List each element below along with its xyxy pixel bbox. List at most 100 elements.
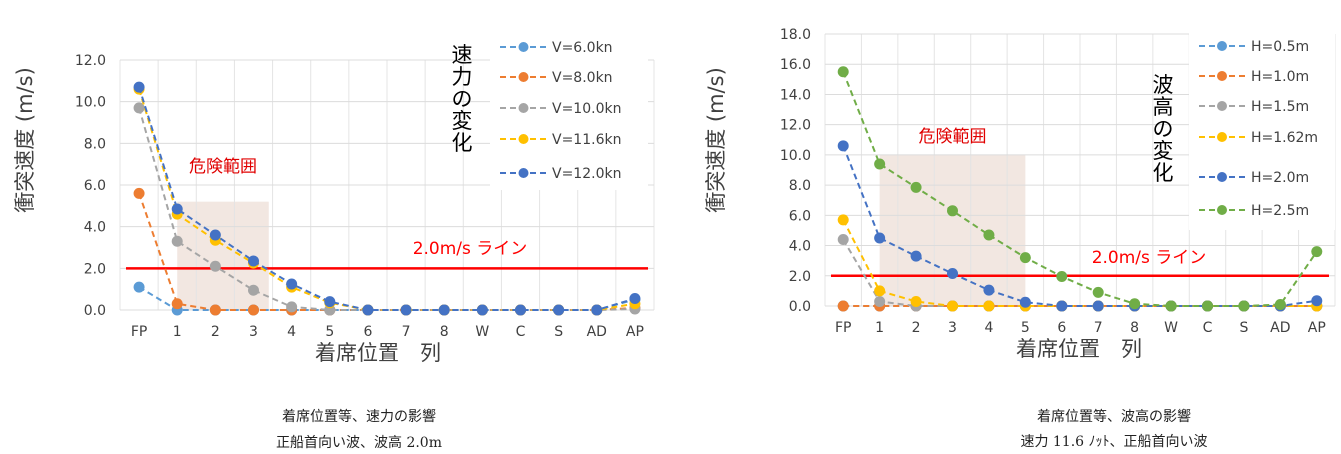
caption-line: 正船首向い波、波高 2.0m bbox=[276, 434, 442, 451]
legend-marker bbox=[1217, 41, 1227, 51]
data-point bbox=[947, 300, 958, 312]
data-point bbox=[400, 304, 412, 316]
legend-label: V=12.0kn bbox=[552, 166, 621, 182]
legend-marker bbox=[1217, 132, 1227, 142]
y-tick-label: 0.0 bbox=[84, 303, 106, 319]
data-point bbox=[209, 304, 221, 316]
legend-marker bbox=[518, 42, 529, 52]
data-point bbox=[874, 158, 886, 170]
y-axis-title: 衝突速度 (m/s) bbox=[704, 67, 728, 213]
legend-label: V=8.0kn bbox=[552, 70, 613, 86]
data-point bbox=[947, 268, 958, 280]
reference-line-label: 2.0m/s ライン bbox=[1092, 248, 1207, 268]
y-tick-label: 4.0 bbox=[789, 239, 811, 255]
x-tick-label: S bbox=[554, 324, 563, 340]
data-point bbox=[248, 304, 259, 316]
y-tick-label: 12.0 bbox=[780, 118, 811, 134]
x-tick-label: FP bbox=[835, 320, 852, 336]
data-point bbox=[983, 284, 995, 296]
side-annotation-char: 速 bbox=[452, 43, 473, 67]
legend-label: H=2.0m bbox=[1251, 170, 1309, 186]
danger-zone-area bbox=[879, 154, 1026, 306]
data-point bbox=[324, 296, 336, 308]
x-tick-label: 6 bbox=[1057, 320, 1066, 336]
legend-marker bbox=[1217, 205, 1227, 215]
x-tick-label: 1 bbox=[875, 320, 884, 336]
x-tick-label: FP bbox=[131, 324, 148, 340]
legend-label: H=1.5m bbox=[1251, 99, 1309, 115]
danger-zone-label: 危険範囲 bbox=[189, 157, 257, 177]
side-annotation-char: 変 bbox=[1153, 139, 1174, 163]
x-tick-label: W bbox=[475, 324, 489, 340]
data-point bbox=[286, 301, 298, 313]
side-annotation-char: 高 bbox=[1153, 95, 1174, 119]
caption-line: 着席位置等、速力の影響 bbox=[282, 408, 436, 425]
x-tick-label: 7 bbox=[1094, 320, 1103, 336]
data-point bbox=[1202, 300, 1213, 312]
series-line bbox=[842, 71, 1318, 307]
data-point bbox=[438, 304, 450, 316]
data-point bbox=[837, 300, 849, 312]
x-tick-label: C bbox=[516, 324, 526, 340]
y-tick-label: 2.0 bbox=[84, 261, 106, 277]
y-tick-label: 16.0 bbox=[780, 57, 811, 73]
legend-label: H=0.5m bbox=[1251, 39, 1309, 55]
x-tick-label: 2 bbox=[912, 320, 921, 336]
data-point bbox=[1165, 300, 1177, 312]
data-point bbox=[1129, 298, 1141, 310]
data-point bbox=[1311, 295, 1323, 307]
data-point bbox=[286, 278, 298, 290]
data-point bbox=[1056, 271, 1068, 283]
data-point bbox=[515, 304, 526, 316]
x-tick-label: 6 bbox=[363, 324, 372, 340]
x-tick-label: 5 bbox=[325, 324, 334, 340]
data-point bbox=[171, 298, 183, 310]
x-tick-label: 3 bbox=[249, 324, 258, 340]
side-annotation-char: 化 bbox=[1153, 161, 1174, 185]
x-tick-label: 4 bbox=[287, 324, 296, 340]
legend-box bbox=[490, 15, 648, 190]
data-point bbox=[629, 293, 641, 305]
x-tick-label: AP bbox=[1308, 320, 1326, 336]
legend-marker bbox=[518, 168, 529, 178]
data-point bbox=[837, 234, 849, 246]
data-point bbox=[874, 295, 886, 307]
danger-zone-label: 危険範囲 bbox=[919, 127, 987, 147]
data-point bbox=[983, 300, 995, 312]
data-point bbox=[1092, 286, 1104, 298]
data-point bbox=[1019, 252, 1031, 264]
x-tick-label: 4 bbox=[984, 320, 993, 336]
y-tick-label: 14.0 bbox=[780, 87, 811, 103]
x-tick-label: 5 bbox=[1021, 320, 1030, 336]
legend-label: H=1.62m bbox=[1251, 130, 1318, 146]
data-point bbox=[910, 295, 922, 307]
data-point bbox=[248, 255, 259, 267]
speed-effect-chart: 0.0 2.0 4.0 6.0 8.0 10.0 12.0 FP 1 2 3 4 5 6 7 8 W C S AD AP… bbox=[13, 15, 655, 451]
x-tick-label: 8 bbox=[440, 324, 449, 340]
side-annotation-char: 変 bbox=[452, 109, 473, 133]
data-point bbox=[837, 66, 849, 78]
y-tick-label: 10.0 bbox=[780, 148, 811, 164]
data-point bbox=[476, 304, 488, 316]
y-tick-label: 6.0 bbox=[84, 178, 106, 194]
legend-marker bbox=[518, 134, 529, 144]
y-tick-label: 10.0 bbox=[75, 95, 106, 111]
data-point bbox=[947, 205, 958, 217]
x-axis-title: 着席位置 列 bbox=[1016, 337, 1142, 361]
legend-label: H=1.0m bbox=[1251, 69, 1309, 85]
data-point bbox=[837, 140, 849, 152]
y-tick-label: 8.0 bbox=[789, 178, 811, 194]
y-tick-label: 6.0 bbox=[789, 208, 811, 224]
x-tick-label: AP bbox=[626, 324, 644, 340]
legend-label: H=2.5m bbox=[1251, 203, 1309, 219]
side-annotation-char: の bbox=[1153, 117, 1174, 141]
legend-marker bbox=[1217, 101, 1227, 111]
x-tick-label: 7 bbox=[402, 324, 411, 340]
data-point bbox=[133, 281, 145, 293]
data-point bbox=[209, 229, 221, 241]
y-tick-label: 8.0 bbox=[84, 136, 106, 152]
data-point bbox=[209, 260, 221, 272]
side-annotation-char: 波 bbox=[1153, 73, 1174, 97]
